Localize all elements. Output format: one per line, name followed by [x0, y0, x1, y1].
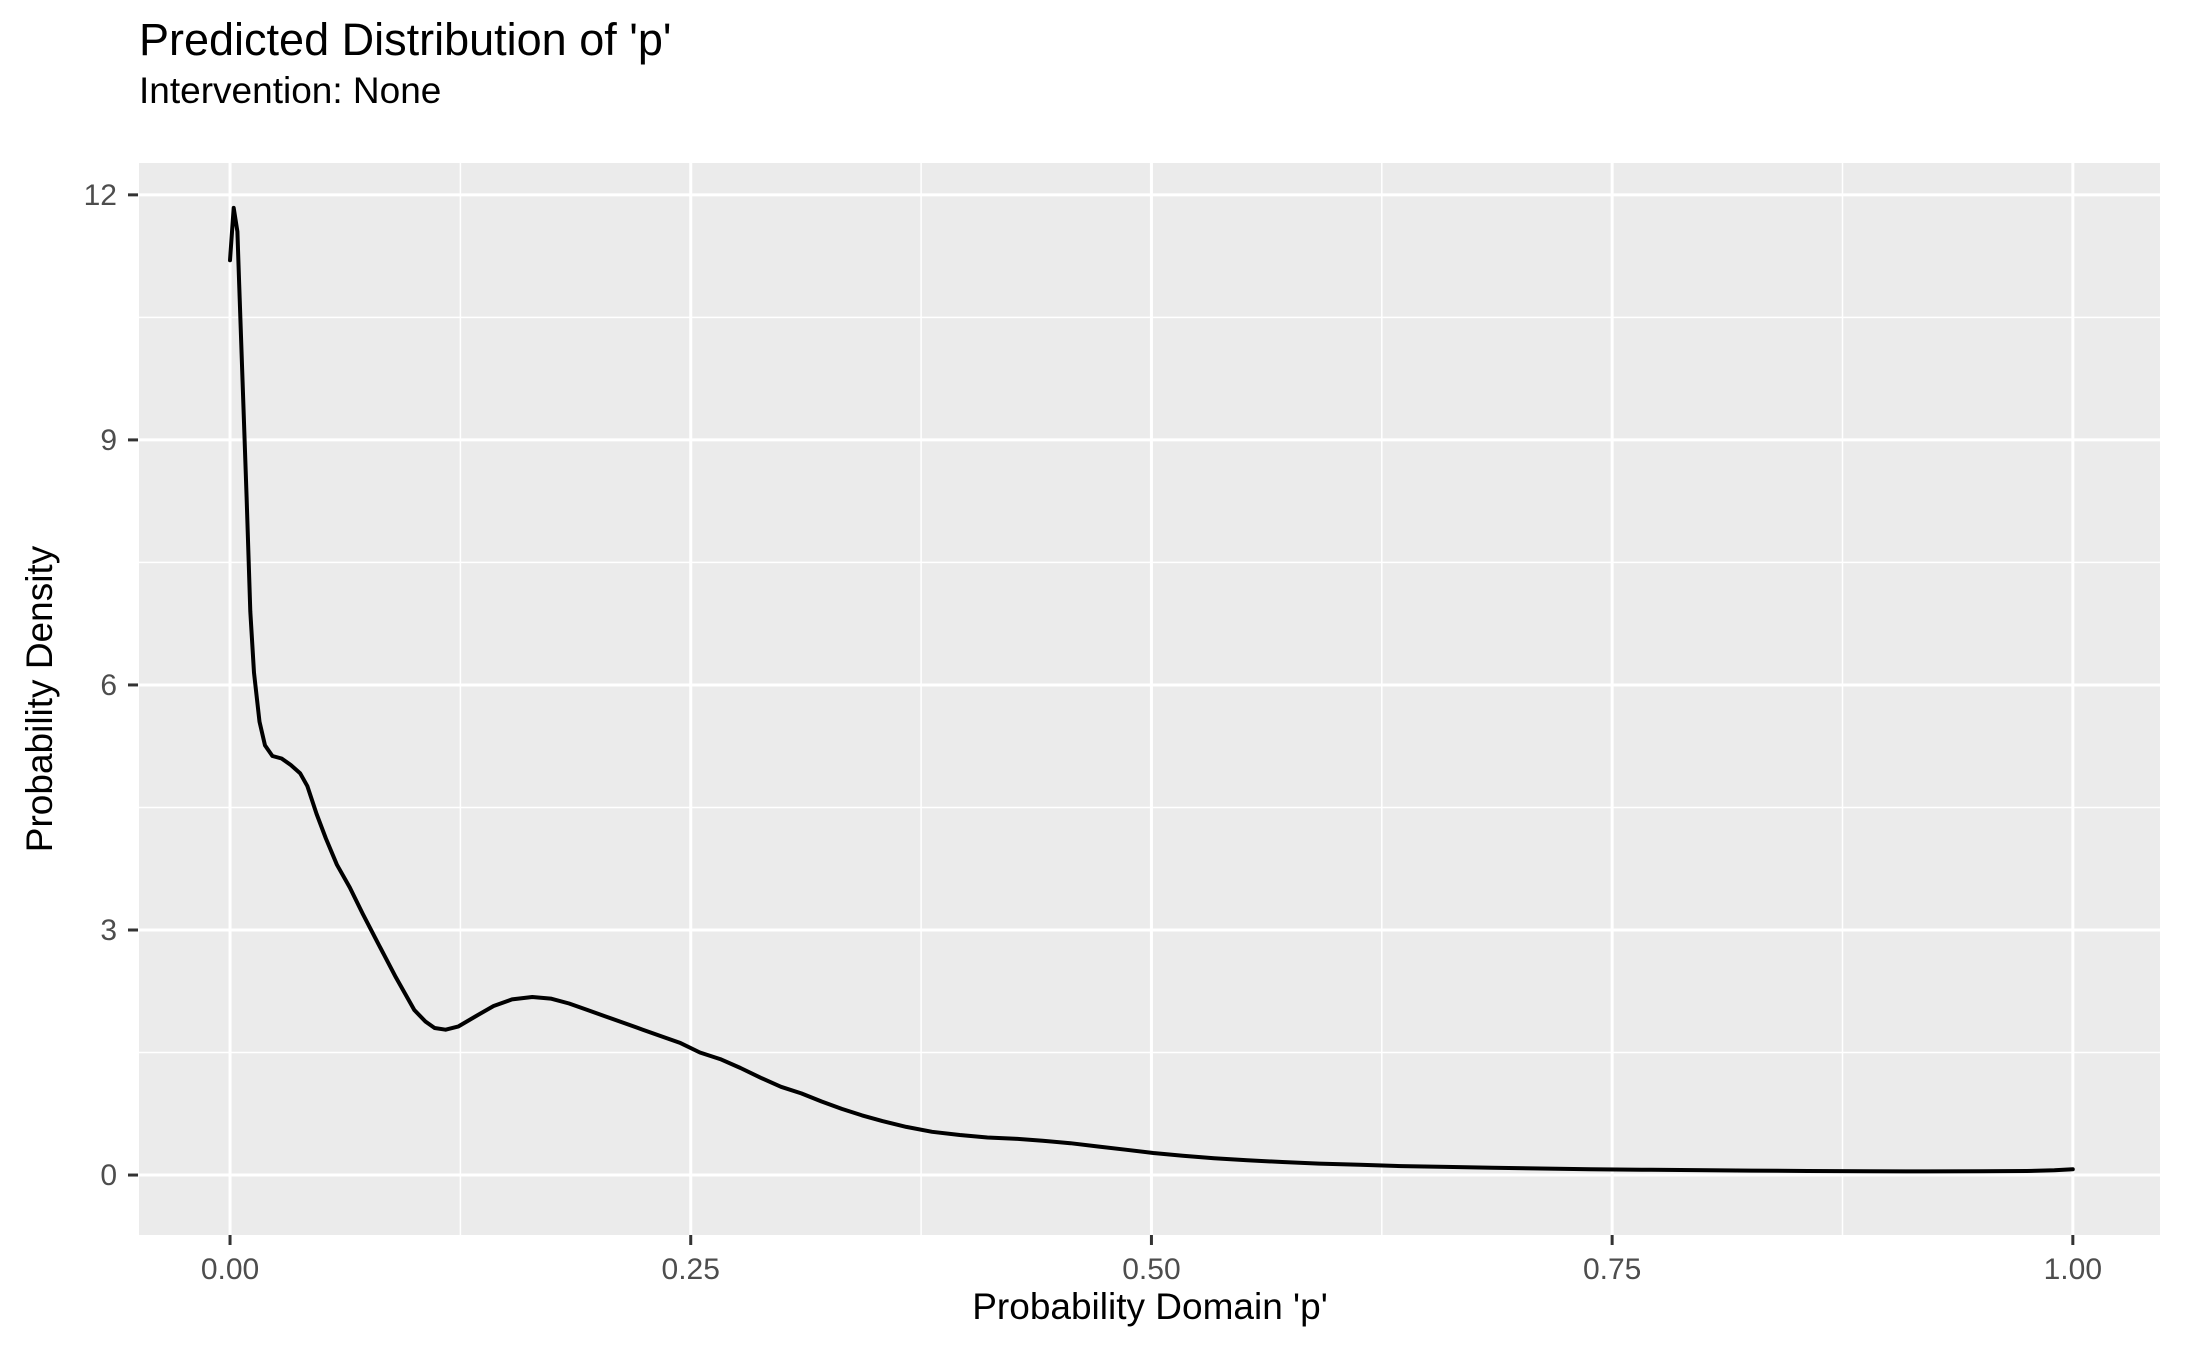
- panel-background: [139, 163, 2160, 1235]
- y-tick-label: 0: [100, 1159, 117, 1192]
- x-tick-label: 0.75: [1583, 1253, 1641, 1286]
- y-tick-label: 6: [100, 669, 117, 702]
- x-axis-title: Probability Domain 'p': [972, 1286, 1328, 1327]
- chart-subtitle: Intervention: None: [139, 70, 442, 111]
- chart-title: Predicted Distribution of 'p': [139, 14, 672, 65]
- y-tick-label: 12: [84, 179, 117, 212]
- gridlines-minor: [139, 163, 2160, 1235]
- density-curve: [228, 205, 2075, 1174]
- x-tick-label: 1.00: [2044, 1253, 2102, 1286]
- x-tick-label: 0.00: [201, 1253, 259, 1286]
- x-tick-label: 0.25: [662, 1253, 720, 1286]
- x-tick-label: 0.50: [1122, 1253, 1180, 1286]
- y-tick-label: 9: [100, 424, 117, 457]
- y-tick-label: 3: [100, 914, 117, 947]
- axis-tick-marks: [128, 193, 2075, 1245]
- y-tick-labels: 0 3 6 9 12: [84, 179, 117, 1192]
- x-tick-labels: 0.00 0.25 0.50 0.75 1.00: [201, 1253, 2102, 1286]
- y-axis-title: Probability Density: [19, 545, 60, 853]
- gridlines-major: [139, 163, 2160, 1235]
